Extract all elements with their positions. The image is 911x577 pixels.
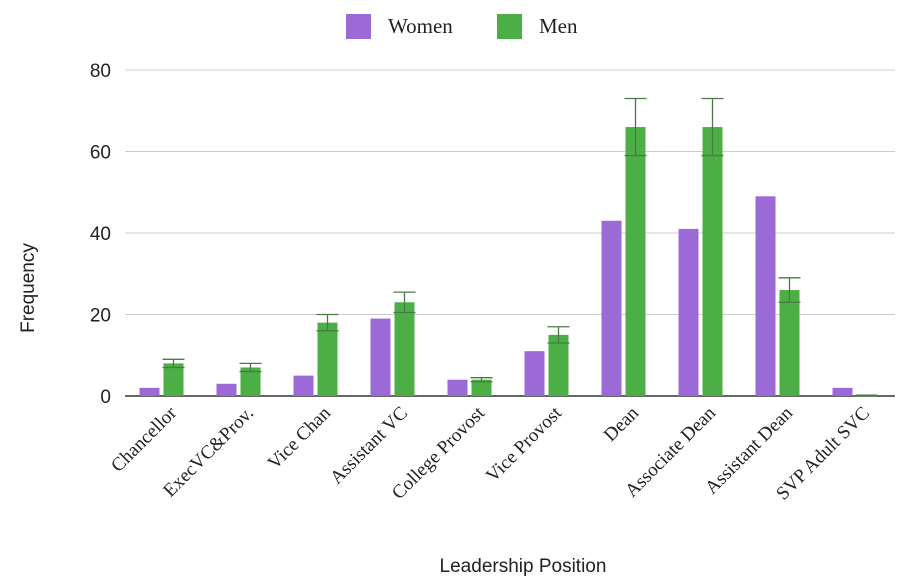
x-tick-label: Vice Provost bbox=[482, 402, 566, 486]
error-bar-men-5 bbox=[547, 326, 570, 344]
bar-women-4 bbox=[447, 379, 468, 396]
bar-men-0 bbox=[163, 363, 184, 396]
error-bar-men-0 bbox=[162, 358, 185, 369]
bar-women-5 bbox=[524, 351, 545, 396]
bar-men-6 bbox=[625, 127, 646, 397]
y-axis-title: Frequency bbox=[18, 243, 39, 333]
error-bar-men-6 bbox=[624, 97, 647, 157]
bar-women-1 bbox=[216, 383, 237, 396]
error-bar-men-1 bbox=[239, 362, 262, 373]
error-bar-men-8 bbox=[778, 277, 801, 303]
x-tick-label: Dean bbox=[600, 402, 644, 446]
bar-men-4 bbox=[471, 379, 492, 396]
bar-men-5 bbox=[548, 334, 569, 396]
y-tick-labels: 0 20 40 60 80 bbox=[90, 61, 111, 408]
legend-swatch-women bbox=[346, 14, 371, 39]
x-tick-label: Assistant VC bbox=[326, 403, 412, 489]
bar-women-9 bbox=[832, 387, 853, 396]
bar-women-0 bbox=[139, 387, 160, 396]
bar-women-3 bbox=[370, 318, 391, 396]
bar-men-1 bbox=[240, 367, 261, 396]
bar-women-8 bbox=[755, 196, 776, 396]
bars-group bbox=[139, 97, 878, 397]
legend-label-men: Men bbox=[539, 14, 578, 38]
error-bar-men-4 bbox=[470, 377, 493, 383]
bar-men-8 bbox=[779, 290, 800, 396]
x-tick-label: Chancellor bbox=[107, 402, 181, 476]
bar-men-3 bbox=[394, 302, 415, 396]
y-tick-label: 20 bbox=[90, 306, 111, 327]
y-tick-label: 60 bbox=[90, 143, 111, 164]
x-tick-label: Vice Chan bbox=[264, 402, 335, 473]
legend-label-women: Women bbox=[388, 14, 453, 38]
bar-women-2 bbox=[293, 375, 314, 396]
error-bar-men-3 bbox=[393, 291, 416, 314]
bar-women-7 bbox=[678, 228, 699, 396]
chart-legend: Women Men bbox=[346, 14, 578, 39]
y-tick-label: 80 bbox=[90, 61, 111, 82]
x-axis-title: Leadership Position bbox=[440, 556, 607, 577]
bar-women-6 bbox=[601, 220, 622, 396]
error-bar-men-9 bbox=[855, 394, 878, 397]
error-bar-men-2 bbox=[316, 313, 339, 332]
bar-men-7 bbox=[702, 127, 723, 397]
legend-swatch-men bbox=[497, 14, 522, 39]
y-tick-label: 0 bbox=[100, 387, 111, 408]
y-tick-label: 40 bbox=[90, 224, 111, 245]
bar-men-2 bbox=[317, 322, 338, 396]
error-bar-men-7 bbox=[701, 97, 724, 157]
